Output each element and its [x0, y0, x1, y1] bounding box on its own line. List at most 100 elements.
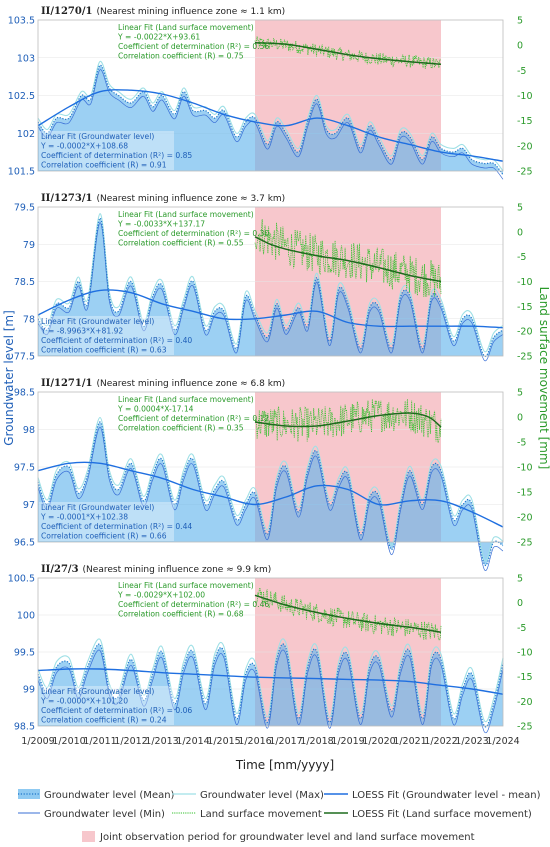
plot-frame [37, 19, 504, 172]
y2-tick-label: -5 [517, 438, 526, 449]
groundwater-max-line [37, 60, 504, 172]
panel-title-zone: (Nearest mining influence zone ≈ 1.1 km) [96, 7, 285, 17]
panel-title: II/1273/1 (Nearest mining influence zone … [41, 193, 285, 204]
y-tick-label: 99 [23, 685, 35, 696]
groundwater-max-line [37, 416, 504, 562]
y2-tick-label: -25 [517, 722, 533, 733]
land-surface-movement-line [254, 36, 442, 70]
land-surface-movement-line [254, 219, 442, 298]
y2-tick-label: 0 [517, 227, 523, 238]
y-tick-label: 79.5 [14, 203, 35, 214]
fit-land-text: Correlation coefficient (R) = 0.35 [118, 424, 244, 433]
y2-tick-label: -20 [517, 141, 533, 152]
fit-groundwater-box [39, 686, 174, 725]
fit-land-text: Coefficient of determination (R²) = 0.46 [118, 600, 269, 609]
x-tick-label: 1/2019 [331, 736, 364, 747]
fit-groundwater-text: Coefficient of determination (R²) = 0.06 [41, 706, 192, 715]
fit-groundwater-text: Linear Fit (Groundwater level) [41, 132, 154, 141]
groundwater-mean-area [38, 65, 503, 175]
panel-II-1271-1: 96.5 97 97.5 98 98.5 5 0 -5 -10 -15 -20 -25 II/1271/… [14, 378, 533, 572]
y-tick-label: 78.5 [14, 277, 35, 288]
panel-title-id: II/1270/1 [41, 6, 92, 17]
fit-groundwater-text: Coefficient of determination (R²) = 0.40 [41, 336, 192, 345]
fit-groundwater-text: Y = -0.0002*X+108.68 [40, 142, 128, 151]
x-tick-label: 1/2012 [114, 736, 147, 747]
groundwater-min-line [37, 69, 504, 180]
y-tick-label: 102.5 [8, 91, 35, 102]
x-tick-label: 1/2022 [424, 736, 457, 747]
y-tick-label: 100.5 [8, 574, 35, 585]
fit-land-text: Correlation coefficient (R) = 0.75 [118, 52, 244, 61]
x-tick-label: 1/2024 [486, 736, 519, 747]
x-tick-label: 1/2020 [362, 736, 395, 747]
y2-tick-label: 0 [517, 41, 523, 52]
groundwater-mean-area [38, 218, 503, 357]
loess-land-line [254, 236, 442, 283]
loess-land-line [254, 412, 442, 428]
x-tick-label: 1/2015 [207, 736, 240, 747]
loess-land-line [254, 594, 442, 634]
groundwater-min-line [37, 649, 504, 734]
fit-land-text: Coefficient of determination (R²) = 0.56 [118, 42, 269, 51]
groundwater-mean-line [37, 421, 504, 567]
x-tick-label: 1/2011 [83, 736, 116, 747]
fit-groundwater-box [39, 502, 174, 541]
y-tick-label: 77.5 [14, 352, 35, 363]
y2-tick-label: -10 [517, 91, 533, 102]
y-tick-label: 103.5 [8, 16, 35, 27]
y2-tick-label: -25 [517, 167, 533, 178]
loess-groundwater-line [37, 461, 504, 528]
panel-II-1273-1: 77.5 78 78.5 79 79.5 5 0 -5 -10 -15 -20 -25 II/1273/… [14, 193, 533, 363]
groundwater-mean-line [37, 643, 504, 728]
y-tick-label: 100 [17, 611, 35, 622]
y2-tick-label: 5 [517, 16, 523, 27]
legend-label-gw-min: Groundwater level (Min) [44, 809, 165, 820]
y2-tick-label: -15 [517, 302, 533, 313]
legend-swatch-gw-mean [18, 789, 40, 799]
groundwater-min-line [37, 426, 504, 572]
y2-tick-label: -10 [517, 277, 533, 288]
panel-II-1270-1: 101.5 102 102.5 103 103.5 5 0 -5 -10 -15 -20 -25 II/… [8, 6, 533, 180]
fit-land-text: Correlation coefficient (R) = 0.55 [118, 239, 244, 248]
y-tick-label: 101.5 [8, 167, 35, 178]
loess-groundwater-line [37, 89, 504, 162]
x-tick-label: 1/2017 [269, 736, 302, 747]
fit-groundwater-box [39, 131, 174, 170]
legend-swatch-joint [82, 831, 95, 842]
x-tick-label: 1/2021 [393, 736, 426, 747]
plot-frame [37, 391, 504, 543]
y-tick-label: 98 [23, 425, 35, 436]
groundwater-min-line [37, 222, 504, 362]
y-tick-label: 78 [23, 314, 35, 325]
land-surface-movement-line [254, 399, 442, 444]
fit-groundwater-text: Correlation coefficient (R) = 0.91 [41, 161, 167, 170]
groundwater-mean-line [37, 217, 504, 357]
y2-tick-label: -15 [517, 116, 533, 127]
fit-groundwater-text: Coefficient of determination (R²) = 0.85 [41, 151, 192, 160]
legend-label-loess-gw: LOESS Fit (Groundwater level - mean) [352, 790, 541, 801]
fit-groundwater-text: Coefficient of determination (R²) = 0.44 [41, 522, 192, 531]
legend-label-joint: Joint observation period for groundwater… [99, 832, 475, 843]
y2-tick-label: -5 [517, 252, 526, 263]
groundwater-mean-area [38, 644, 503, 727]
y2-tick-label: 0 [517, 413, 523, 424]
fit-groundwater-text: Correlation coefficient (R) = 0.66 [41, 532, 167, 541]
y2-tick-label: -10 [517, 648, 533, 659]
y-tick-label: 97.5 [14, 463, 35, 474]
legend-label-land: Land surface movement [200, 809, 322, 820]
x-tick-label: 1/2014 [176, 736, 209, 747]
y-tick-label: 98.5 [14, 722, 35, 733]
y2-tick-label: -10 [517, 463, 533, 474]
fit-land-text: Y = -0.0022*X+93.61 [117, 33, 200, 42]
fit-groundwater-text: Linear Fit (Groundwater level) [41, 317, 154, 326]
x-tick-label: 1/2010 [52, 736, 85, 747]
loess-groundwater-line [37, 289, 504, 329]
panel-title-id: II/1273/1 [41, 193, 92, 204]
y2-tick-label: 0 [517, 598, 523, 609]
panel-title: II/1270/1 (Nearest mining influence zone … [41, 6, 285, 17]
fit-land-text: Linear Fit (Land surface movement) [118, 395, 254, 404]
y2-tick-label: -25 [517, 538, 533, 549]
plot-frame [37, 206, 504, 357]
y-tick-label: 98.5 [14, 388, 35, 399]
y2-tick-label: -15 [517, 672, 533, 683]
